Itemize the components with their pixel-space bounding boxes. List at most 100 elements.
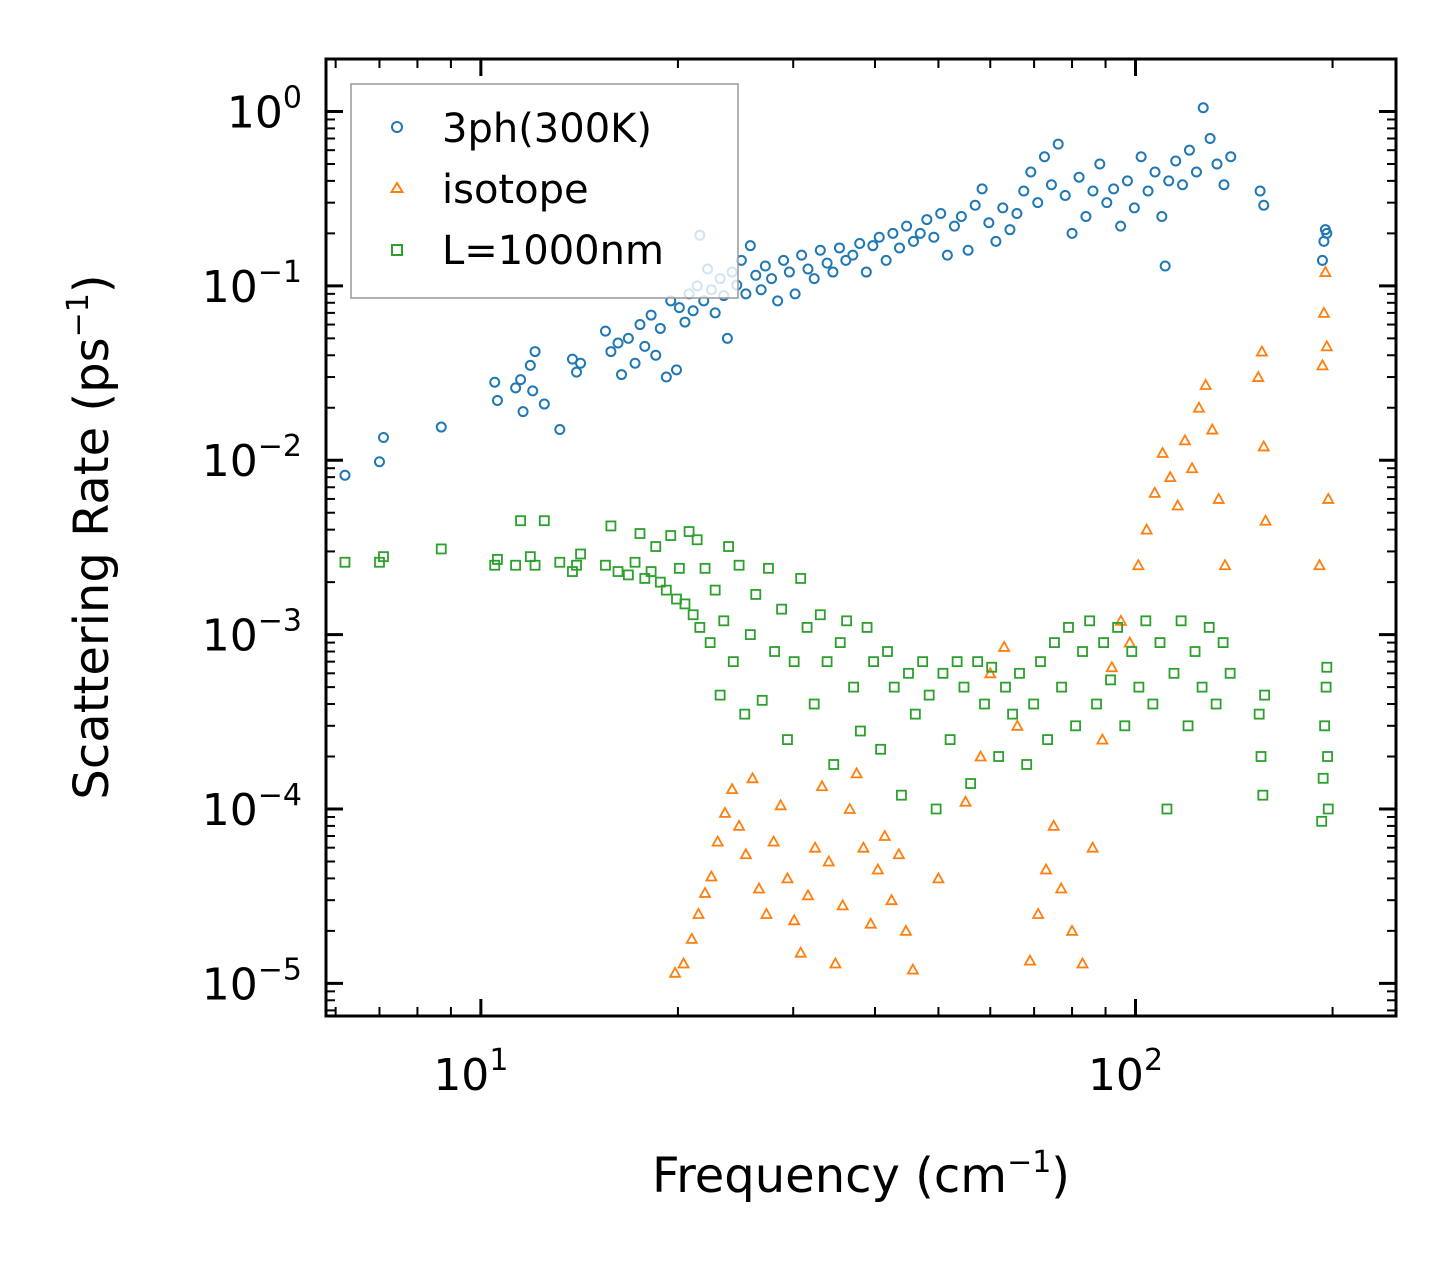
data-point bbox=[759, 260, 771, 272]
data-point bbox=[709, 584, 721, 596]
x-axis-title-exponent: −1 bbox=[1007, 1145, 1051, 1180]
data-point bbox=[801, 888, 815, 901]
data-point bbox=[1255, 751, 1267, 762]
y-tick-label: 10−5 bbox=[202, 952, 302, 1010]
data-point bbox=[993, 751, 1005, 762]
data-point bbox=[1028, 698, 1040, 710]
data-point bbox=[622, 569, 634, 581]
data-point bbox=[1259, 689, 1271, 701]
data-point bbox=[718, 806, 732, 818]
data-point bbox=[841, 615, 853, 627]
data-point bbox=[1156, 446, 1170, 458]
data-point bbox=[1133, 681, 1145, 693]
data-point bbox=[899, 924, 913, 936]
data-point bbox=[711, 834, 725, 847]
data-point bbox=[1010, 718, 1024, 731]
data-point bbox=[1147, 698, 1159, 710]
data-point bbox=[687, 305, 699, 317]
data-point bbox=[517, 406, 529, 418]
data-point bbox=[538, 515, 550, 527]
data-point bbox=[856, 840, 870, 853]
data-point bbox=[660, 584, 672, 596]
data-point bbox=[1204, 133, 1216, 145]
x-tick-label-base: 10 bbox=[1088, 1050, 1144, 1101]
data-point bbox=[892, 847, 906, 860]
data-point bbox=[808, 698, 820, 710]
y-tick-label: 10−4 bbox=[202, 778, 302, 836]
y-axis-title: Scattering Rate (ps−1) bbox=[61, 274, 120, 799]
x-tick-label-exponent: 1 bbox=[489, 1043, 508, 1078]
data-point bbox=[677, 956, 691, 969]
data-point bbox=[1178, 433, 1192, 446]
data-point bbox=[864, 916, 878, 929]
data-point bbox=[1115, 220, 1127, 232]
data-point bbox=[983, 217, 995, 229]
data-point bbox=[1054, 881, 1068, 894]
data-point bbox=[599, 325, 611, 337]
data-point bbox=[885, 893, 899, 906]
data-point bbox=[1321, 492, 1335, 504]
data-point bbox=[1007, 708, 1018, 720]
data-point bbox=[997, 640, 1011, 652]
data-point bbox=[878, 829, 892, 841]
data-point bbox=[1073, 171, 1085, 183]
data-point bbox=[1101, 197, 1113, 209]
data-point bbox=[685, 932, 699, 944]
x-axis-title-base: Frequency (cm bbox=[652, 1148, 1007, 1204]
data-point bbox=[699, 562, 711, 574]
data-point bbox=[769, 646, 781, 657]
data-point bbox=[1211, 158, 1223, 170]
y-tick-label-exponent: −1 bbox=[258, 255, 302, 290]
data-point bbox=[756, 694, 768, 706]
data-point bbox=[683, 526, 695, 537]
data-point bbox=[744, 629, 756, 641]
y-tick-label-exponent: −5 bbox=[258, 952, 302, 987]
data-point bbox=[828, 956, 842, 969]
data-point bbox=[848, 681, 859, 693]
data-point bbox=[1203, 622, 1215, 633]
data-point bbox=[733, 559, 745, 571]
data-point bbox=[515, 374, 527, 386]
data-point bbox=[1168, 667, 1180, 679]
data-point bbox=[634, 528, 646, 539]
data-point bbox=[1319, 720, 1331, 732]
data-point bbox=[887, 227, 899, 239]
data-point bbox=[1199, 378, 1213, 390]
data-point bbox=[850, 766, 864, 779]
data-point bbox=[1156, 210, 1168, 222]
data-point bbox=[377, 432, 389, 444]
data-point bbox=[489, 376, 501, 388]
x-axis-title-tail: ) bbox=[1051, 1148, 1070, 1204]
data-point bbox=[654, 322, 666, 334]
data-point bbox=[639, 340, 651, 352]
data-point bbox=[1052, 138, 1064, 150]
data-point bbox=[787, 913, 801, 926]
data-point bbox=[944, 734, 956, 746]
data-point bbox=[951, 656, 963, 668]
data-point bbox=[1161, 803, 1173, 815]
data-point bbox=[1316, 254, 1328, 266]
data-point bbox=[1140, 522, 1154, 535]
data-point bbox=[629, 357, 641, 369]
data-point bbox=[801, 622, 813, 633]
data-point bbox=[1091, 698, 1102, 710]
data-point bbox=[1021, 759, 1033, 770]
data-point bbox=[833, 242, 845, 254]
data-point bbox=[1175, 615, 1187, 627]
data-point bbox=[529, 346, 541, 358]
data-point bbox=[941, 249, 953, 261]
data-point bbox=[1087, 185, 1099, 197]
data-point bbox=[907, 235, 919, 247]
data-point bbox=[698, 886, 712, 898]
data-point bbox=[750, 269, 762, 281]
data-point bbox=[1047, 819, 1061, 831]
data-point bbox=[759, 907, 773, 919]
data-point bbox=[767, 834, 781, 847]
legend-label-isotope: isotope bbox=[442, 167, 589, 213]
data-point bbox=[629, 556, 641, 568]
data-point bbox=[1315, 358, 1329, 371]
data-point bbox=[1063, 622, 1074, 633]
legend-marker-L1000nm bbox=[391, 244, 403, 256]
data-point bbox=[554, 424, 566, 436]
data-point bbox=[986, 661, 998, 673]
